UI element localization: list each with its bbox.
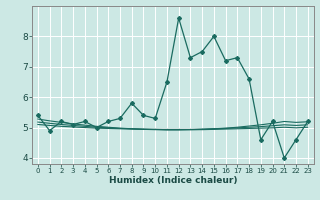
X-axis label: Humidex (Indice chaleur): Humidex (Indice chaleur) xyxy=(108,176,237,185)
